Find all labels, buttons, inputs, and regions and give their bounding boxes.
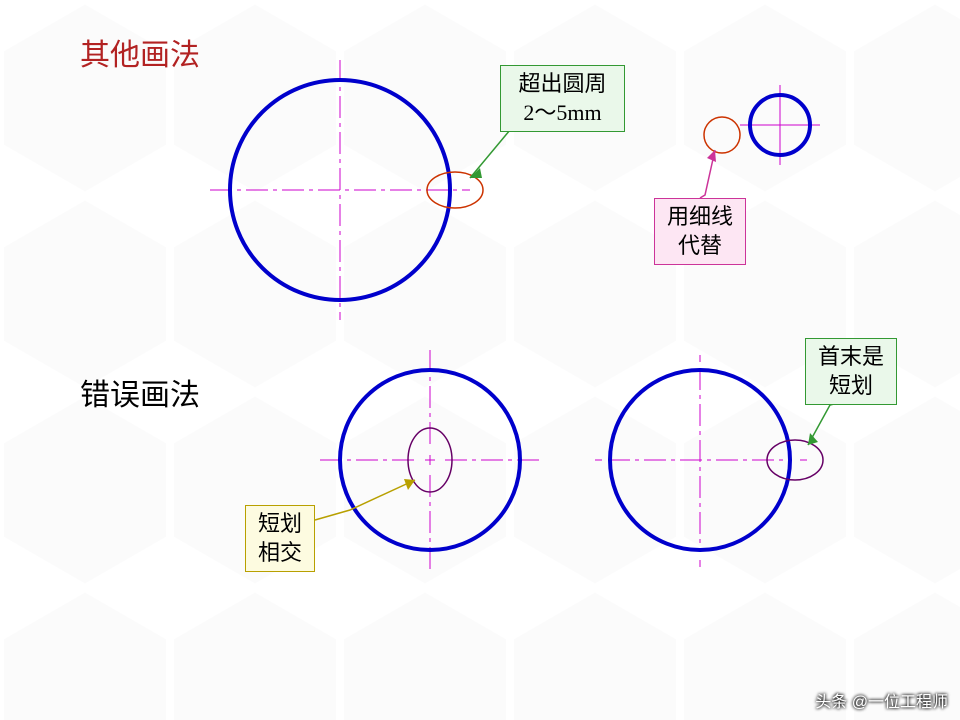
centerlines-wrong-right (595, 355, 807, 567)
callout-short-cross: 短划 相交 (245, 505, 315, 572)
highlight-thinline (704, 117, 740, 153)
centerlines-big (210, 60, 470, 320)
leader-exceed (470, 127, 560, 178)
watermark: 头条 @一位工程师 (815, 688, 948, 712)
callout-exceed: 超出圆周 2～5mm (500, 65, 625, 132)
callout-line: 短划 (816, 372, 886, 401)
callout-end-short: 首末是 短划 (805, 338, 897, 405)
highlight-end-short (767, 440, 823, 480)
callout-line: 代替 (665, 232, 735, 261)
callout-line: 用细线 (665, 203, 735, 232)
callout-line: 短划 (256, 510, 304, 539)
title-other-methods: 其他画法 (80, 30, 200, 74)
callout-line: 2～5mm (511, 99, 614, 128)
callout-line: 超出圆周 (511, 70, 614, 99)
callout-line: 首末是 (816, 343, 886, 372)
callout-thinline: 用细线 代替 (654, 198, 746, 265)
callout-line: 相交 (256, 539, 304, 568)
centerlines-wrong-left (320, 350, 540, 570)
leader-short-cross (315, 480, 415, 520)
title-wrong-methods: 错误画法 (80, 370, 200, 414)
